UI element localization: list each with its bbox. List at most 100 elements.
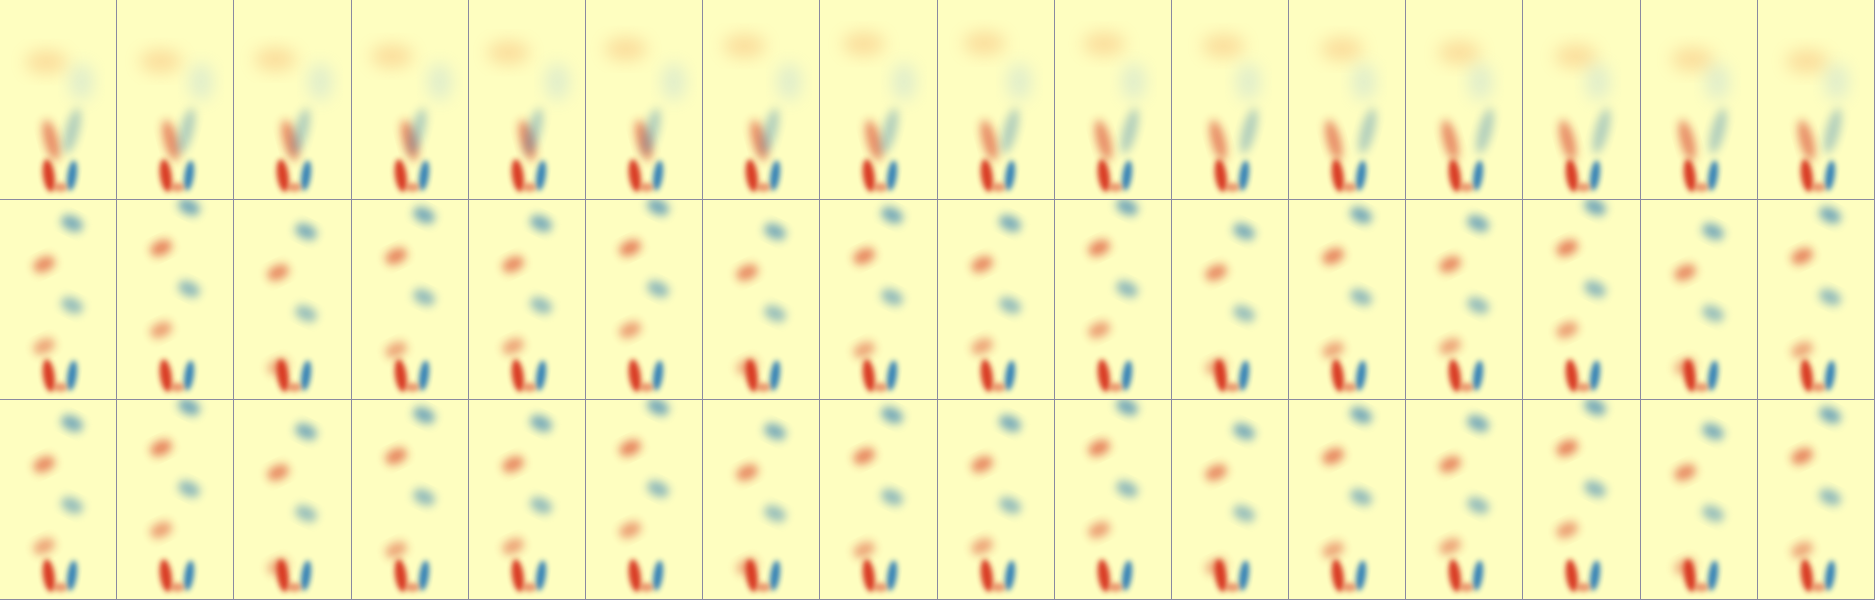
vorticity-blob xyxy=(148,519,175,542)
vorticity-blob xyxy=(1554,319,1581,342)
vorticity-blob xyxy=(644,400,671,418)
vorticity-blob xyxy=(31,253,58,276)
vorticity-blob xyxy=(1225,183,1239,192)
snapshot-panel xyxy=(1055,0,1172,200)
vorticity-blob xyxy=(1671,261,1698,284)
vorticity-blob xyxy=(1348,286,1375,309)
vorticity-blob xyxy=(1120,360,1133,391)
vorticity-blob xyxy=(976,118,1000,162)
vorticity-blob xyxy=(65,360,78,391)
snapshot-panel xyxy=(1406,0,1523,200)
snapshot-panel xyxy=(469,200,586,400)
vorticity-blob xyxy=(1699,420,1726,443)
vorticity-blob xyxy=(1465,412,1492,435)
vorticity-blob xyxy=(1820,107,1845,156)
vorticity-blob xyxy=(991,583,1005,592)
vorticity-blob xyxy=(1554,437,1581,460)
snapshot-panel xyxy=(1406,200,1523,400)
snapshot-panel xyxy=(1523,0,1640,200)
vorticity-blob xyxy=(382,539,409,562)
vorticity-blob xyxy=(39,118,63,162)
vorticity-blob xyxy=(1007,63,1030,100)
vorticity-blob xyxy=(70,63,93,100)
vorticity-blob xyxy=(288,583,302,592)
vorticity-blob xyxy=(59,412,86,435)
vorticity-blob xyxy=(893,63,916,100)
snapshot-panel xyxy=(820,400,937,600)
vorticity-blob xyxy=(487,41,529,64)
vorticity-blob xyxy=(762,220,789,243)
snapshot-panel xyxy=(1758,200,1875,400)
vorticity-blob xyxy=(762,302,789,325)
snapshot-panel xyxy=(1172,0,1289,200)
vorticity-blob xyxy=(1671,48,1713,71)
snapshot-panel xyxy=(1289,200,1406,400)
vorticity-blob xyxy=(1083,32,1125,55)
vorticity-blob xyxy=(1794,118,1818,162)
vorticity-blob xyxy=(1113,200,1140,218)
snapshot-panel xyxy=(1172,400,1289,600)
vorticity-blob xyxy=(968,453,995,476)
snapshot-panel xyxy=(1055,200,1172,400)
snapshot-panel xyxy=(234,400,351,600)
vorticity-blob xyxy=(522,383,536,392)
vorticity-blob xyxy=(851,339,878,362)
vorticity-blob xyxy=(255,48,297,71)
vorticity-blob xyxy=(651,160,664,191)
vorticity-blob xyxy=(1811,583,1825,592)
vorticity-blob xyxy=(288,383,302,392)
vorticity-blob xyxy=(757,383,771,392)
vorticity-blob xyxy=(1437,335,1464,358)
vorticity-blob xyxy=(1230,302,1257,325)
snapshot-panel xyxy=(234,200,351,400)
vorticity-blob xyxy=(724,34,766,57)
vorticity-blob xyxy=(1694,583,1708,592)
vorticity-blob xyxy=(644,478,671,501)
snapshot-panel xyxy=(820,0,937,200)
vorticity-blob xyxy=(1343,583,1357,592)
vorticity-blob xyxy=(757,583,771,592)
vorticity-blob xyxy=(1460,183,1474,192)
snapshot-panel xyxy=(1055,400,1172,600)
vorticity-blob xyxy=(1322,118,1346,162)
vorticity-blob xyxy=(1582,478,1609,501)
vorticity-blob xyxy=(1705,107,1730,156)
vorticity-blob xyxy=(1465,294,1492,317)
vorticity-blob xyxy=(1694,383,1708,392)
vorticity-blob xyxy=(65,560,78,591)
vorticity-blob xyxy=(1237,63,1260,100)
vorticity-blob xyxy=(1555,45,1597,68)
vorticity-blob xyxy=(1225,383,1239,392)
vorticity-blob xyxy=(534,360,547,391)
vorticity-blob xyxy=(53,583,67,592)
vorticity-blob xyxy=(1203,461,1230,484)
vorticity-blob xyxy=(1582,200,1609,218)
vorticity-blob xyxy=(605,37,647,60)
vorticity-blob xyxy=(382,445,409,468)
vorticity-blob xyxy=(617,237,644,260)
vorticity-blob xyxy=(171,183,185,192)
vorticity-blob xyxy=(176,200,203,218)
vorticity-blob xyxy=(1788,445,1815,468)
vorticity-blob xyxy=(968,535,995,558)
vorticity-blob xyxy=(1437,453,1464,476)
vorticity-blob xyxy=(1823,360,1836,391)
vorticity-blob xyxy=(534,560,547,591)
snapshot-panel xyxy=(938,200,1055,400)
vorticity-blob xyxy=(527,294,554,317)
snapshot-panel xyxy=(1641,200,1758,400)
vorticity-blob xyxy=(1788,339,1815,362)
vorticity-blob xyxy=(405,383,419,392)
vorticity-blob xyxy=(886,560,899,591)
vorticity-blob xyxy=(534,160,547,191)
vorticity-blob xyxy=(851,445,878,468)
vorticity-blob xyxy=(527,212,554,235)
snapshot-panel xyxy=(0,400,117,600)
vorticity-blob xyxy=(874,583,888,592)
vorticity-blob xyxy=(288,183,302,192)
vorticity-blob xyxy=(617,319,644,342)
vorticity-blob xyxy=(522,583,536,592)
vorticity-blob xyxy=(1699,502,1726,525)
snapshot-panel xyxy=(352,0,469,200)
snapshot-panel xyxy=(586,0,703,200)
